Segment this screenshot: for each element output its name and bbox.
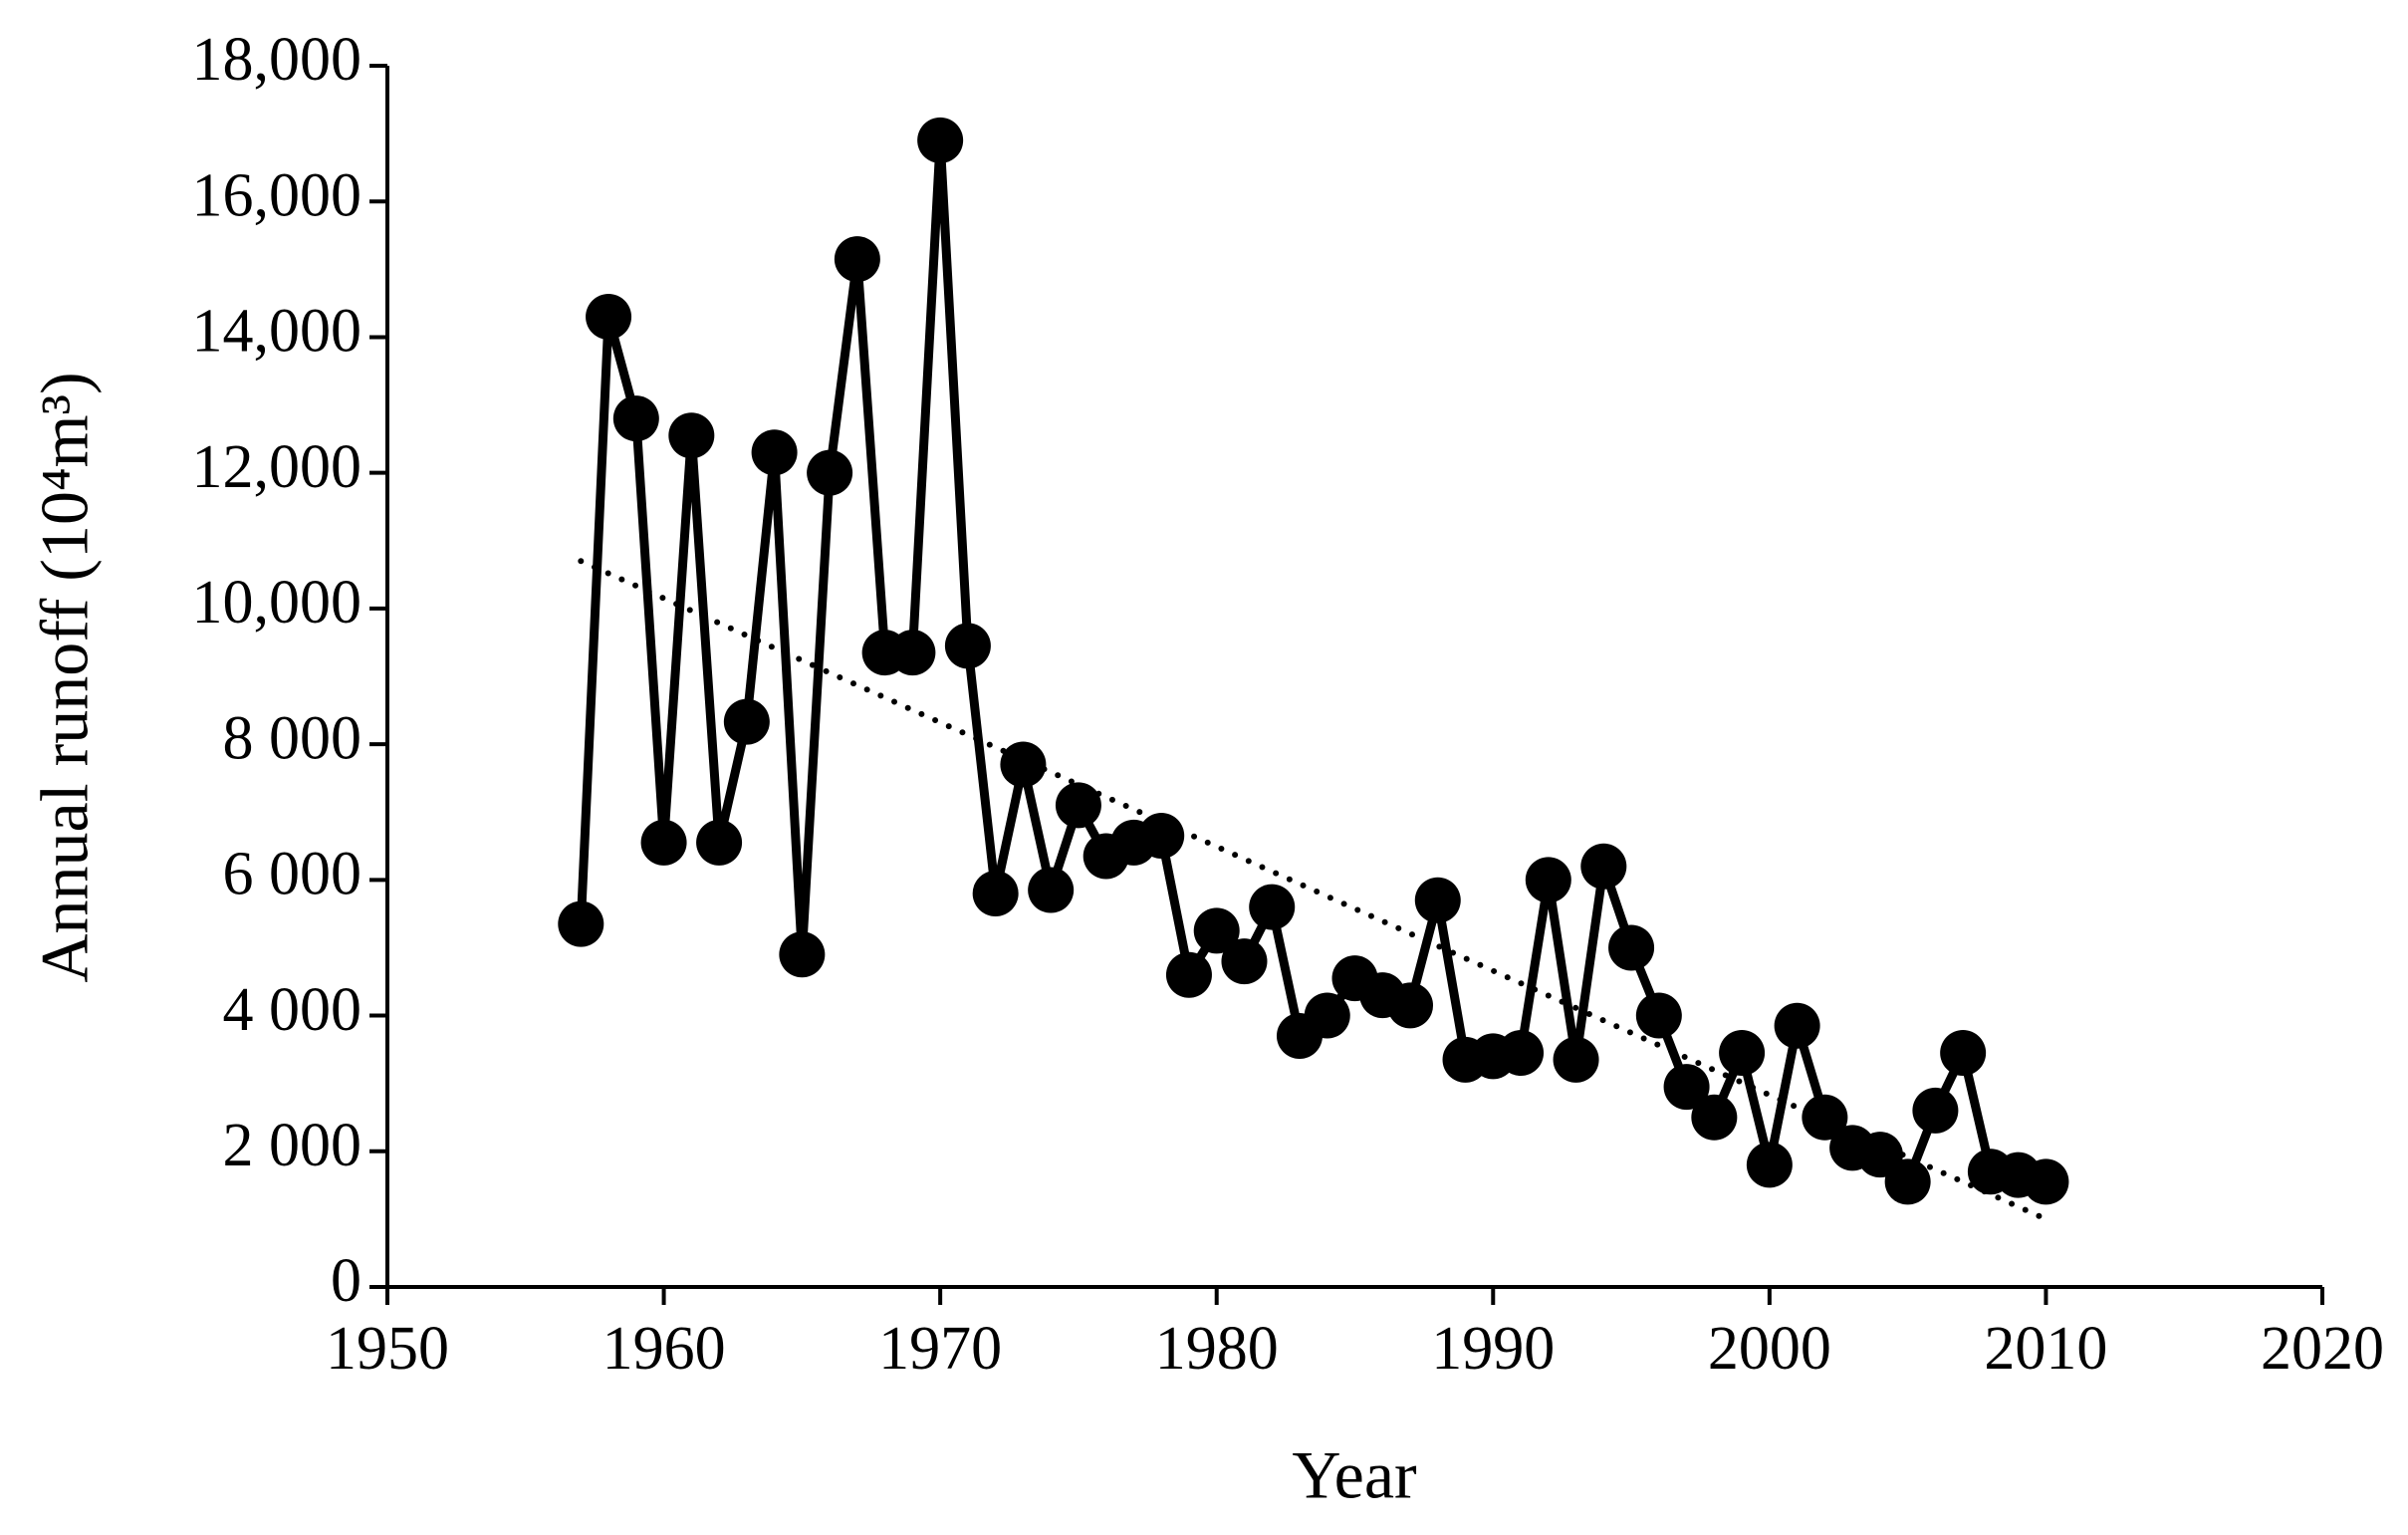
data-point bbox=[944, 623, 991, 669]
data-point bbox=[1055, 782, 1101, 829]
data-point bbox=[1000, 741, 1047, 788]
x-tick-label: 2020 bbox=[2261, 1315, 2384, 1383]
x-tick-label: 1960 bbox=[602, 1315, 726, 1383]
data-point bbox=[1414, 877, 1461, 923]
data-point bbox=[640, 819, 687, 866]
x-tick-label: 1970 bbox=[878, 1315, 1002, 1383]
data-point bbox=[1719, 1030, 1766, 1077]
y-tick-label: 14,000 bbox=[192, 298, 362, 366]
data-point bbox=[1940, 1030, 1987, 1077]
data-point bbox=[1387, 982, 1434, 1029]
y-tick-label: 18,000 bbox=[192, 26, 362, 94]
data-point bbox=[1691, 1094, 1738, 1141]
x-tick-label: 2000 bbox=[1708, 1315, 1831, 1383]
data-point bbox=[1802, 1094, 1848, 1141]
data-point bbox=[1635, 992, 1682, 1039]
data-point bbox=[1028, 867, 1075, 913]
data-point bbox=[834, 236, 880, 283]
y-tick-label: 10,000 bbox=[192, 569, 362, 637]
data-point bbox=[1221, 938, 1268, 985]
data-point bbox=[612, 395, 659, 442]
y-tick-label: 6 000 bbox=[223, 841, 362, 908]
data-point bbox=[1774, 1002, 1820, 1049]
x-tick-label: 1950 bbox=[326, 1315, 449, 1383]
data-point bbox=[1912, 1087, 1959, 1134]
data-point bbox=[1193, 907, 1240, 954]
data-point bbox=[1608, 924, 1655, 971]
data-point bbox=[889, 630, 936, 676]
y-tick-label: 2 000 bbox=[223, 1112, 362, 1179]
y-tick-label: 8 000 bbox=[223, 704, 362, 772]
x-axis-label: Year bbox=[1292, 1437, 1417, 1513]
data-point bbox=[807, 449, 853, 496]
data-point bbox=[1525, 857, 1571, 903]
data-point bbox=[586, 294, 632, 341]
data-point bbox=[1165, 951, 1212, 998]
data-point bbox=[668, 412, 715, 459]
y-tick-label: 16,000 bbox=[192, 161, 362, 229]
x-tick-label: 1980 bbox=[1155, 1315, 1279, 1383]
data-point bbox=[558, 900, 604, 947]
data-point bbox=[1249, 884, 1296, 930]
y-tick-label: 4 000 bbox=[223, 976, 362, 1044]
data-point bbox=[1553, 1036, 1599, 1083]
data-point bbox=[1138, 813, 1185, 860]
data-point bbox=[696, 819, 743, 866]
data-point bbox=[1304, 992, 1350, 1039]
data-point bbox=[1498, 1030, 1545, 1077]
x-tick-label: 1990 bbox=[1431, 1315, 1555, 1383]
data-point bbox=[1580, 843, 1627, 890]
data-point bbox=[917, 117, 964, 163]
y-tick-label: 0 bbox=[331, 1247, 361, 1315]
x-tick-label: 2010 bbox=[1984, 1315, 2107, 1383]
data-point bbox=[779, 931, 826, 978]
data-point bbox=[972, 870, 1019, 916]
data-point bbox=[2023, 1158, 2069, 1205]
y-axis-label: Annual runoff (10⁴m³) bbox=[27, 372, 103, 982]
y-tick-label: 12,000 bbox=[192, 433, 362, 501]
trend-line bbox=[578, 558, 2049, 1222]
data-point bbox=[723, 698, 770, 745]
data-point bbox=[1884, 1158, 1931, 1205]
data-point bbox=[1746, 1142, 1793, 1188]
data-point bbox=[751, 429, 798, 476]
data-point bbox=[1663, 1064, 1710, 1111]
